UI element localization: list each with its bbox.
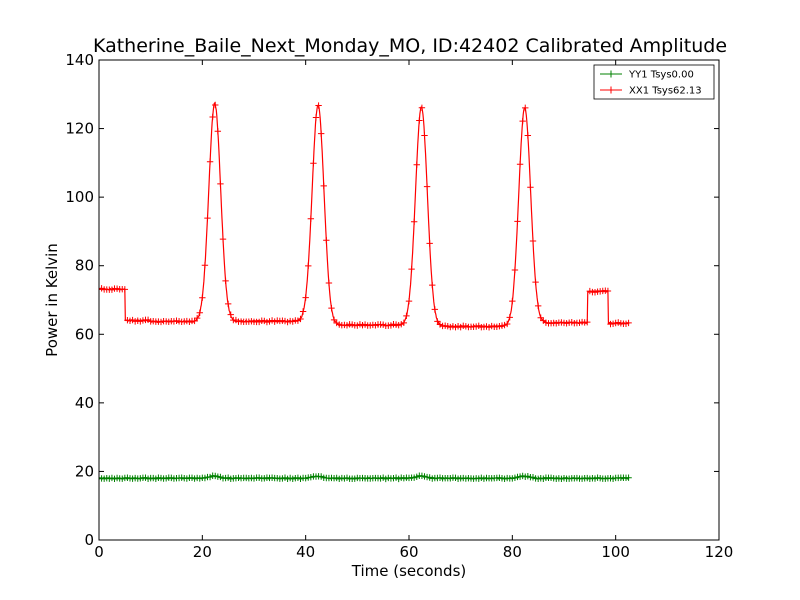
xx1-point (302, 294, 309, 301)
xx1-point (196, 309, 203, 316)
xx1-point (193, 314, 201, 322)
xx1-point (524, 132, 532, 139)
x-tick-label: 80 (503, 543, 522, 561)
y-tick-label: 120 (65, 120, 94, 138)
xx1-point (222, 277, 229, 285)
xx1-point (204, 214, 211, 222)
x-tick-label: 100 (601, 543, 630, 561)
xx1-point (413, 161, 420, 168)
y-tick-label: 0 (84, 531, 94, 549)
xx1-point (310, 160, 317, 167)
y-tick-label: 60 (75, 325, 94, 343)
legend-marker-xx1 (607, 86, 615, 94)
legend-marker-yy1 (607, 70, 615, 78)
xx1-series (99, 101, 632, 331)
xx1-point (431, 306, 439, 313)
xx1-point (410, 218, 418, 225)
xx1-point (519, 117, 526, 125)
xx1-point (219, 235, 227, 243)
xx1-point (403, 312, 410, 320)
xx1-point (511, 266, 519, 274)
xx1-point (426, 240, 433, 247)
legend-label-xx1: XX1 Tsys62.13 (629, 86, 702, 97)
xx1-point (532, 278, 539, 286)
y-tick-label: 140 (65, 51, 94, 69)
y-tick-label: 20 (75, 462, 94, 480)
xx1-point (325, 279, 333, 287)
xx1-point (320, 182, 327, 190)
xx1-point (418, 104, 426, 111)
x-tick-label: 40 (296, 543, 315, 561)
x-tick-label: 0 (94, 543, 104, 561)
xx1-point (405, 297, 413, 305)
xx1-point (201, 262, 209, 269)
x-tick-label: 60 (399, 543, 418, 561)
xx1-point (214, 128, 222, 135)
xx1-point (534, 302, 542, 310)
xx1-point (423, 183, 431, 190)
xx1-point (212, 101, 219, 109)
y-axis-label: Power in Kelvin (43, 243, 61, 357)
xx1-point (421, 132, 428, 139)
xx1-point (297, 315, 304, 323)
xx1-point (224, 300, 232, 308)
xx1-point (604, 287, 612, 295)
xx1-point (584, 318, 591, 326)
legend: YY1 Tsys0.00 XX1 Tsys62.13 (593, 64, 715, 100)
y-tick-label: 40 (75, 394, 94, 412)
xx1-point (206, 158, 214, 165)
xx1-point (209, 113, 216, 121)
xx1-point (307, 215, 315, 222)
xx1-point (408, 265, 415, 273)
xx1-point (429, 281, 436, 289)
xx1-point (529, 237, 537, 245)
xx1-point (199, 294, 206, 301)
xx1-point (317, 130, 325, 137)
yy1-series (99, 472, 632, 483)
series-layer (99, 101, 632, 483)
xx1-point (509, 297, 516, 305)
yy1-point (625, 474, 632, 481)
y-tick-label: 80 (75, 257, 94, 275)
xx1-point (299, 308, 307, 315)
xx1-point (121, 286, 129, 293)
xx1-point (522, 104, 529, 112)
xx1-point (527, 184, 534, 191)
axis-ticks: 0 20 40 60 80 100 120 0 20 40 60 80 100 120 140 (65, 51, 733, 561)
x-tick-label: 20 (193, 543, 212, 561)
xx1-point (416, 117, 423, 124)
xx1-point (516, 161, 524, 168)
xx1-point (514, 218, 521, 225)
xx1-point (305, 262, 312, 270)
xx1-point (312, 114, 320, 121)
xx1-point (400, 319, 408, 327)
xx1-point (328, 304, 335, 312)
xx1-point (503, 320, 511, 328)
x-axis-label: Time (seconds) (351, 562, 467, 580)
xx1-point (315, 102, 322, 109)
xx1-point (506, 314, 513, 321)
chart-title: Katherine_Baile_Next_Monday_MO, ID:42402… (93, 35, 727, 57)
xx1-point (227, 311, 234, 318)
xx1-point (323, 237, 330, 244)
xx1-point (625, 319, 632, 327)
legend-label-yy1: YY1 Tsys0.00 (628, 70, 694, 81)
xx1-point (217, 180, 224, 188)
legend-box (593, 64, 715, 100)
y-tick-label: 100 (65, 188, 94, 206)
x-tick-label: 120 (705, 543, 734, 561)
